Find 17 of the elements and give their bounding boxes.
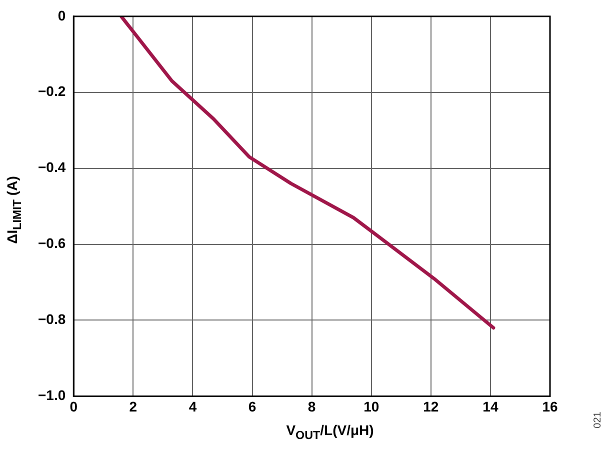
x-tick-label: 2 [129,398,138,414]
x-tick-label: 12 [423,398,439,414]
y-tick-label: 0 [58,7,66,24]
x-tick-label: 14 [482,398,498,414]
y-tick-label: −0.6 [38,235,66,252]
text: 021 [592,412,604,428]
y-tick-label: −0.8 [38,311,66,328]
x-tick-label: 6 [248,398,256,414]
x-tick-label: 8 [308,398,316,414]
x-tick-label: 10 [364,398,380,414]
y-tick-label: −1.0 [38,387,66,404]
x-axis-title: V$_{OUT}$/L(V/μH) [286,422,374,442]
y-tick-label: −0.2 [38,83,66,100]
x-tick-label: 4 [188,398,197,414]
x-tick-label: 0 [70,398,78,414]
x-tick-label: 16 [542,398,558,414]
y-tick-label: −0.4 [38,159,66,176]
